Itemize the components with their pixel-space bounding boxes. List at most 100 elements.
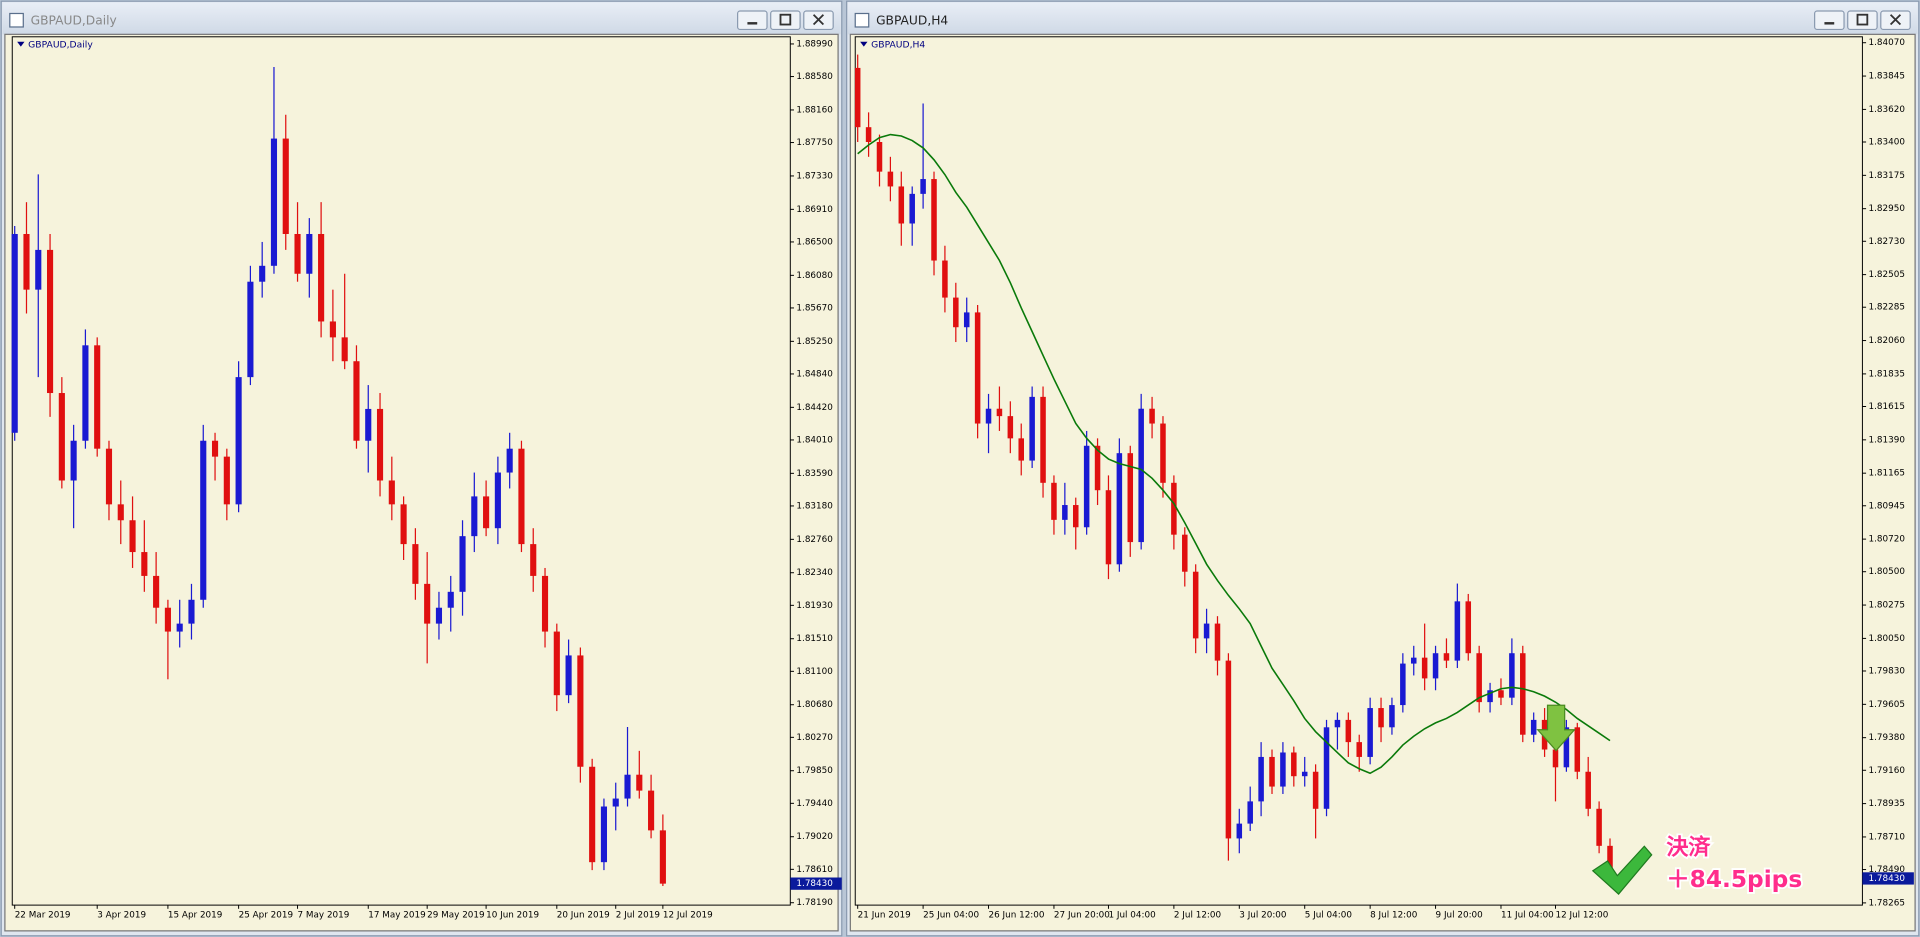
x-tick-label: 29 May 2019 xyxy=(427,910,484,920)
chart-area xyxy=(849,33,1916,932)
candle-body xyxy=(494,472,501,529)
minimize-button[interactable] xyxy=(737,10,768,31)
candle-body xyxy=(854,67,861,128)
candle-body xyxy=(553,631,560,696)
candle-body xyxy=(235,377,242,505)
y-tick-label: 1.80050 xyxy=(1869,634,1906,644)
candle-body xyxy=(318,233,325,322)
button-glyph xyxy=(1889,14,1902,26)
candle-body xyxy=(518,448,525,545)
candle-body xyxy=(909,193,915,224)
y-tick-label: 1.88160 xyxy=(796,105,833,115)
y-tick-label: 1.86910 xyxy=(796,205,833,215)
maximize-button[interactable] xyxy=(1847,10,1878,31)
candle-body xyxy=(1192,571,1199,639)
candle-body xyxy=(1291,752,1297,777)
candle-body xyxy=(188,599,195,624)
x-tick-label: 7 May 2019 xyxy=(298,910,350,920)
window-icon xyxy=(854,12,870,28)
candle-body xyxy=(1072,505,1079,528)
y-tick-label: 1.82760 xyxy=(796,535,833,545)
candle-body xyxy=(1596,808,1602,846)
candle-body xyxy=(1127,453,1134,543)
candle-body xyxy=(1400,663,1406,706)
candle-body xyxy=(294,233,301,274)
candle-body xyxy=(223,456,230,505)
y-tick-label: 1.81510 xyxy=(796,634,833,644)
candle-body xyxy=(1356,742,1362,757)
y-tick-label: 1.80945 xyxy=(1869,501,1905,511)
candle-body xyxy=(447,591,454,608)
candle-body xyxy=(659,830,666,884)
candle-body xyxy=(1225,660,1232,839)
candle-body xyxy=(1138,408,1144,543)
chart-menu-triangle[interactable] xyxy=(17,41,25,47)
candle-body xyxy=(1269,756,1275,787)
candle-body xyxy=(94,345,101,449)
candle-body xyxy=(1465,601,1472,654)
y-tick-label: 1.83590 xyxy=(796,469,833,479)
candle-body xyxy=(1454,601,1461,661)
candle-body xyxy=(1236,823,1243,839)
moving-average xyxy=(857,133,1611,775)
candle-body xyxy=(365,408,372,441)
y-tick-label: 1.85250 xyxy=(796,337,833,347)
candle-body xyxy=(483,496,490,529)
chart-menu-triangle[interactable] xyxy=(860,41,868,47)
candle-body xyxy=(1160,423,1166,483)
y-tick-label: 1.83180 xyxy=(796,501,833,511)
candle-body xyxy=(117,504,124,521)
current-price-box xyxy=(1862,872,1914,885)
current-price-box xyxy=(790,877,842,890)
x-tick-label: 17 May 2019 xyxy=(368,910,425,920)
candle-body xyxy=(353,361,360,441)
candle-body xyxy=(1116,453,1123,565)
y-tick-label: 1.78710 xyxy=(1869,832,1906,842)
candle-body xyxy=(985,408,992,424)
x-tick-label: 26 Jun 12:00 xyxy=(989,910,1045,920)
y-tick-label: 1.88990 xyxy=(796,39,833,49)
candle-body xyxy=(1367,708,1373,757)
candle-body xyxy=(1509,653,1515,698)
x-tick-label: 27 Jun 20:00 xyxy=(1054,910,1110,920)
y-tick-label: 1.79380 xyxy=(1869,733,1906,743)
y-tick-label: 1.80680 xyxy=(796,700,833,710)
y-tick-label: 1.78935 xyxy=(1869,799,1905,809)
y-tick-label: 1.82285 xyxy=(1869,303,1905,313)
candle-body xyxy=(1487,690,1493,703)
y-tick-label: 1.86080 xyxy=(796,271,833,281)
y-tick-label: 1.83845 xyxy=(1869,72,1905,82)
y-tick-label: 1.81930 xyxy=(796,601,833,611)
maximize-button[interactable] xyxy=(770,10,801,31)
candle-body xyxy=(164,607,171,632)
minimize-button[interactable] xyxy=(1814,10,1845,31)
y-tick-label: 1.78190 xyxy=(796,898,833,908)
candle-body xyxy=(435,607,443,624)
x-tick-label: 12 Jul 12:00 xyxy=(1555,910,1608,920)
window-title: GBPAUD,H4 xyxy=(876,13,948,27)
window-icon xyxy=(9,12,24,28)
candle-body xyxy=(1214,623,1221,661)
candle-body xyxy=(1432,653,1439,679)
y-tick-label: 1.84070 xyxy=(1869,38,1906,48)
candle-body xyxy=(35,249,42,290)
y-tick-label: 1.88580 xyxy=(796,72,833,82)
candle-body xyxy=(1476,653,1482,703)
x-tick-label: 8 Jul 12:00 xyxy=(1370,910,1418,920)
y-tick-label: 1.81165 xyxy=(1869,469,1905,479)
candle-body xyxy=(1563,727,1570,768)
x-tick-label: 9 Jul 20:00 xyxy=(1436,910,1484,920)
candle-body xyxy=(1301,771,1308,777)
y-tick-label: 1.82730 xyxy=(1869,237,1906,247)
y-tick-label: 1.80720 xyxy=(1869,535,1906,545)
y-tick-label: 1.78610 xyxy=(796,865,833,875)
candle-body xyxy=(82,345,89,441)
x-tick-label: 2 Jul 12:00 xyxy=(1174,910,1222,920)
candle-body xyxy=(471,496,478,537)
candle-body xyxy=(887,171,894,187)
candle-body xyxy=(282,138,289,234)
y-tick-label: 1.79160 xyxy=(1869,766,1906,776)
candle-body xyxy=(1105,490,1112,565)
x-tick-label: 1 Jul 04:00 xyxy=(1108,910,1156,920)
